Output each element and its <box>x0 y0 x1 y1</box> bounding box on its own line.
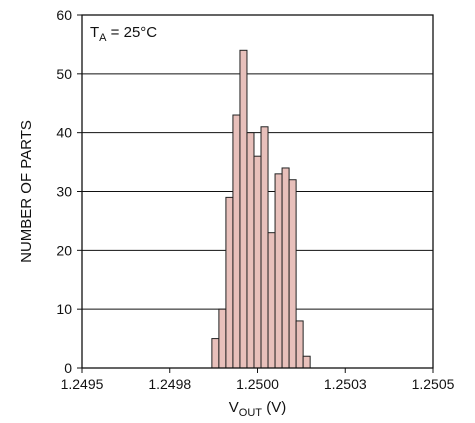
y-tick-label: 20 <box>56 242 72 258</box>
temperature-annotation: TA = 25°C <box>90 24 157 44</box>
x-tick-label: 1.2495 <box>61 376 104 392</box>
histogram-bar <box>225 196 234 369</box>
histogram-bar <box>274 173 283 369</box>
histogram-bar <box>295 320 304 369</box>
x-axis-title-rest: (V) <box>262 399 286 416</box>
annotation-rest: = 25°C <box>107 24 158 41</box>
histogram-bar <box>267 232 276 369</box>
x-axis-ticks: 1.2495 1.2498 1.2500 1.2503 1.2505 <box>61 368 455 392</box>
histogram-bar <box>232 114 241 369</box>
histogram-bars <box>211 49 311 369</box>
histogram-bar <box>211 338 220 369</box>
y-tick-label: 10 <box>56 301 72 317</box>
histogram-bar <box>246 132 255 369</box>
y-tick-label: 60 <box>56 7 72 23</box>
annotation-main: T <box>90 24 99 41</box>
annotation-subscript: A <box>99 32 107 44</box>
x-axis-title-main: V <box>229 399 239 416</box>
histogram-bar <box>302 355 311 369</box>
histogram-bar <box>239 49 248 369</box>
y-axis-title: NUMBER OF PARTS <box>18 120 35 263</box>
x-tick-label: 1.2500 <box>236 376 279 392</box>
histogram-bar <box>253 155 262 369</box>
y-tick-label: 40 <box>56 125 72 141</box>
histogram-bar <box>260 126 269 369</box>
x-tick-label: 1.2503 <box>324 376 367 392</box>
histogram-bar <box>281 167 290 369</box>
histogram-bar <box>218 308 227 369</box>
y-tick-label: 50 <box>56 66 72 82</box>
x-axis-title-subscript: OUT <box>239 407 263 419</box>
y-tick-label: 0 <box>64 360 72 376</box>
y-axis-ticks: 0 10 20 30 40 50 60 <box>56 7 82 376</box>
histogram-bar <box>288 179 297 369</box>
x-tick-label: 1.2505 <box>412 376 455 392</box>
x-axis-title: VOUT (V) <box>229 399 286 419</box>
x-tick-label: 1.2498 <box>148 376 191 392</box>
y-tick-label: 30 <box>56 184 72 200</box>
